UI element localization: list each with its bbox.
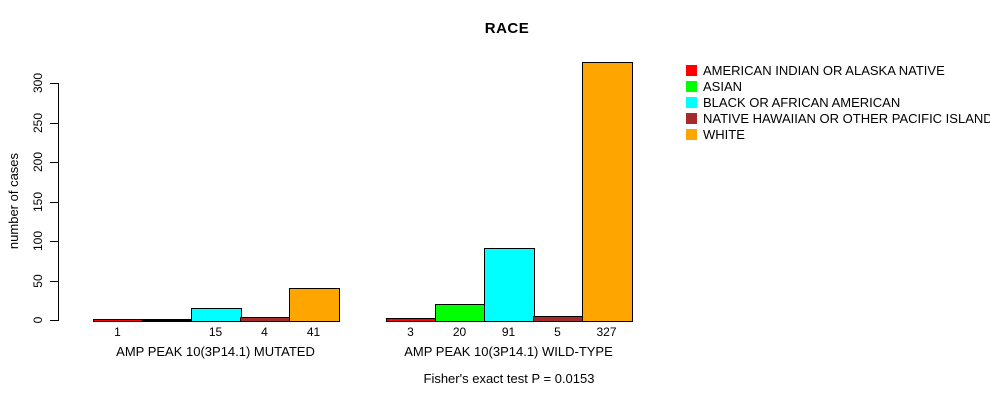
- legend-label: AMERICAN INDIAN OR ALASKA NATIVE: [703, 62, 945, 78]
- legend-item: WHITE: [686, 126, 990, 142]
- bar-black-or-african-american: [484, 248, 535, 322]
- y-axis-tick: [50, 201, 59, 203]
- legend-label: ASIAN: [703, 78, 743, 94]
- chart-title: RACE: [484, 20, 530, 37]
- bar-value-label: 41: [306, 325, 321, 339]
- bar-american-indian-or-alaska-native: [386, 318, 437, 322]
- y-axis-tick: [50, 122, 59, 124]
- legend-color-swatch: [686, 112, 697, 124]
- y-axis-tick: [50, 320, 59, 321]
- legend-label: WHITE: [703, 126, 745, 142]
- legend-color-swatch: [686, 64, 697, 76]
- bar-asian: [142, 320, 193, 322]
- bar-native-hawaiian-or-other-pacific-islander: [533, 316, 584, 322]
- bar-value-label: 91: [501, 325, 516, 339]
- y-axis-tick: [50, 83, 59, 84]
- y-axis-tick-label: 300: [31, 72, 45, 94]
- group-axis-label: AMP PEAK 10(3P14.1) WILD-TYPE: [404, 344, 613, 359]
- y-axis-label: number of cases: [6, 152, 21, 250]
- bar-value-label: 15: [208, 325, 223, 339]
- legend-color-swatch: [686, 96, 697, 108]
- legend: AMERICAN INDIAN OR ALASKA NATIVE ASIAN BLA…: [686, 62, 990, 142]
- bar-american-indian-or-alaska-native: [93, 319, 144, 322]
- fisher-test-annotation: Fisher's exact test P = 0.0153: [423, 371, 595, 386]
- legend-item: NATIVE HAWAIIAN OR OTHER PACIFIC ISLANDE…: [686, 110, 990, 126]
- bar-black-or-african-american: [191, 308, 242, 322]
- bar-white: [582, 62, 633, 322]
- bar-value-label: 327: [596, 325, 617, 339]
- legend-item: BLACK OR AFRICAN AMERICAN: [686, 94, 990, 110]
- bar-value-label: 1: [114, 325, 121, 339]
- legend-item: AMERICAN INDIAN OR ALASKA NATIVE: [686, 62, 990, 78]
- y-axis-tick: [50, 162, 59, 163]
- legend-color-swatch: [686, 128, 697, 140]
- group-axis-label: AMP PEAK 10(3P14.1) MUTATED: [116, 344, 315, 359]
- bar-value-label: 3: [407, 325, 414, 339]
- legend-color-swatch: [686, 80, 697, 92]
- legend-label: BLACK OR AFRICAN AMERICAN: [703, 94, 901, 110]
- bar-value-label: 20: [452, 325, 467, 339]
- bar-native-hawaiian-or-other-pacific-islander: [240, 317, 291, 322]
- bar-value-label: 5: [554, 325, 561, 339]
- bar-white: [289, 288, 340, 322]
- legend-item: ASIAN: [686, 78, 990, 94]
- y-axis-tick: [50, 280, 59, 282]
- legend-label: NATIVE HAWAIIAN OR OTHER PACIFIC ISLANDE…: [703, 110, 990, 126]
- bar-asian: [435, 304, 486, 322]
- bar-value-label: 4: [261, 325, 268, 339]
- y-axis-tick: [50, 241, 59, 242]
